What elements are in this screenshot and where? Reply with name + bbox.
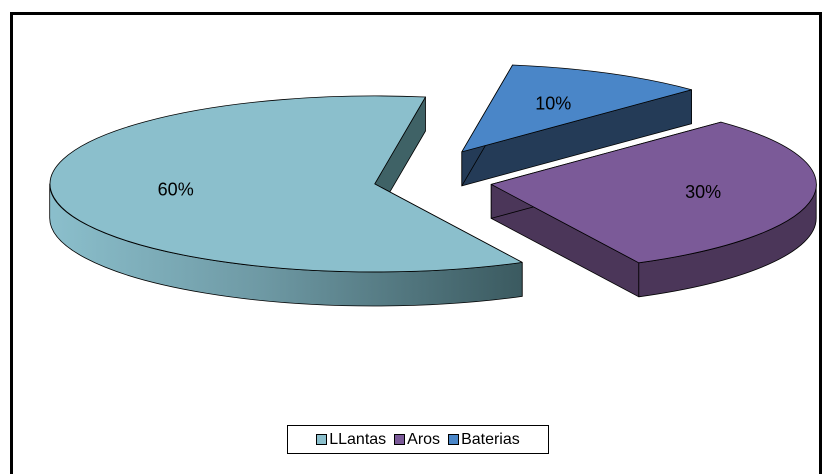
pct-label-baterias: 10% (535, 93, 571, 113)
legend: LLantas Aros Baterias (287, 425, 549, 454)
legend-swatch-baterias (448, 434, 460, 445)
legend-label-baterias: Baterias (461, 430, 520, 448)
legend-item-aros: Aros (394, 431, 440, 449)
slice-top-llantas (49, 95, 523, 273)
legend-swatch-aros (394, 434, 406, 445)
legend-item-llantas: LLantas (316, 431, 386, 449)
legend-item-baterias: Baterias (448, 431, 520, 449)
labels-layer: 10% 30% 60% (158, 93, 721, 202)
legend-swatch-llantas (316, 434, 328, 445)
legend-label-llantas: LLantas (329, 430, 387, 448)
slices-layer (49, 64, 817, 307)
pct-label-aros: 30% (685, 182, 721, 202)
legend-label-aros: Aros (407, 430, 441, 448)
slice-top-aros (490, 121, 817, 264)
pct-label-llantas: 60% (158, 179, 194, 199)
slice-top-baterias (461, 64, 692, 153)
